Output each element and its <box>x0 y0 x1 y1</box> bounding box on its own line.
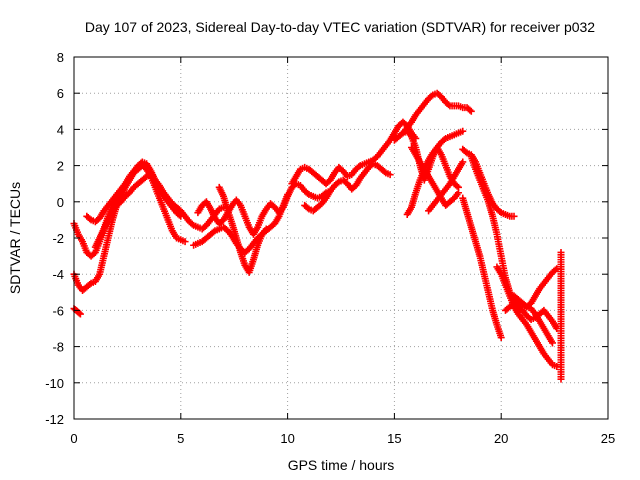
data-point <box>462 148 470 156</box>
data-point <box>557 375 565 383</box>
x-tick-label: 25 <box>601 431 615 446</box>
data-point <box>454 183 462 191</box>
data-point <box>355 163 363 171</box>
data-point <box>497 334 505 342</box>
data-point <box>445 101 453 109</box>
chart-title: Day 107 of 2023, Sidereal Day-to-day VTE… <box>85 19 595 35</box>
y-tick-label: 0 <box>57 195 64 210</box>
data-point <box>86 215 94 223</box>
data-point <box>548 339 556 347</box>
series-arc-11 <box>399 89 475 137</box>
data-point <box>467 107 475 115</box>
series-arc-5 <box>91 171 228 251</box>
data-point <box>459 158 467 166</box>
y-tick-label: -6 <box>52 303 64 318</box>
series-arc-20 <box>501 299 561 332</box>
series-arc-2 <box>70 305 84 318</box>
y-tick-label: 6 <box>57 86 64 101</box>
y-axis-label: SDTVAR / TECUs <box>7 182 23 294</box>
y-tick-label: -4 <box>52 267 64 282</box>
y-tick-label: -8 <box>52 340 64 355</box>
series-arc-8 <box>215 183 270 276</box>
y-tick-labels: -12 -10 -8 -6 -4 -2 0 2 4 6 8 <box>45 50 64 427</box>
grid-lines <box>74 57 608 419</box>
data-point <box>181 238 189 246</box>
data-points <box>70 89 565 383</box>
x-tick-label: 10 <box>280 431 294 446</box>
series-arc-14 <box>403 144 462 218</box>
series-arc-9 <box>288 118 420 188</box>
data-point <box>398 130 406 138</box>
data-point <box>510 212 518 220</box>
x-tick-label: 0 <box>70 431 77 446</box>
series-arc-22 <box>557 248 565 383</box>
data-point <box>304 204 312 212</box>
data-point <box>380 168 388 176</box>
data-point <box>86 280 94 288</box>
series-arc-21 <box>510 265 561 311</box>
y-tick-label: 2 <box>57 159 64 174</box>
y-tick-label: -12 <box>45 412 64 427</box>
y-tick-label: 4 <box>57 122 64 137</box>
data-point <box>210 228 218 236</box>
data-point <box>440 136 448 144</box>
x-axis-label: GPS time / hours <box>288 457 395 473</box>
y-tick-label: -2 <box>52 231 64 246</box>
x-tick-label: 5 <box>177 431 184 446</box>
data-point <box>262 225 270 233</box>
data-point <box>453 182 461 190</box>
y-tick-label: 8 <box>57 50 64 65</box>
data-point <box>551 266 559 274</box>
data-point <box>141 174 149 182</box>
x-tick-label: 15 <box>387 431 401 446</box>
series-arc-6 <box>190 191 292 256</box>
series-arc-7 <box>194 180 334 238</box>
data-point <box>386 171 394 179</box>
data-point <box>76 310 84 318</box>
data-point <box>496 207 504 215</box>
data-point <box>466 106 474 114</box>
data-point <box>427 92 435 100</box>
data-point <box>333 179 341 187</box>
data-point <box>188 220 196 228</box>
series-arc-10 <box>301 160 394 215</box>
x-tick-labels: 0 5 10 15 20 25 <box>70 431 615 446</box>
x-tick-label: 20 <box>494 431 508 446</box>
data-point <box>304 189 312 197</box>
axis-ticks <box>73 56 609 420</box>
data-point <box>459 127 467 135</box>
y-tick-label: -10 <box>45 376 64 391</box>
series-arc-19 <box>493 263 561 371</box>
series-arc-15 <box>425 158 467 215</box>
series-arc-17 <box>459 194 505 342</box>
